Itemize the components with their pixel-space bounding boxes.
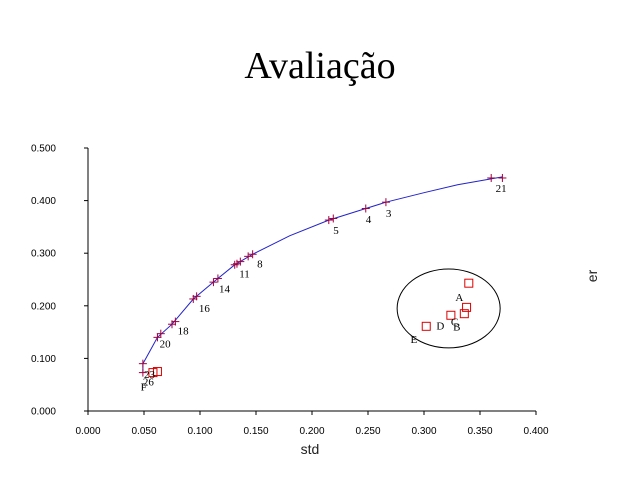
frontier-point	[361, 204, 370, 213]
point-label: 8	[257, 259, 263, 271]
point-label: B	[453, 321, 460, 333]
chart-title: Avaliação	[244, 45, 396, 87]
x-tick-label: 0.000	[75, 426, 100, 437]
portfolio-point	[464, 278, 474, 288]
point-label: 21	[496, 183, 507, 195]
frontier-point	[153, 333, 162, 342]
frontier-point	[498, 173, 507, 182]
portfolio-point	[446, 310, 456, 320]
y-tick-label: 0.000	[31, 407, 56, 418]
frontier-point	[138, 359, 147, 368]
point-label: 3	[386, 208, 392, 220]
portfolio-point	[459, 309, 469, 319]
axes: 0.000 0.100 0.200 0.300 0.400 0.500 0.000 0.050…	[31, 144, 549, 438]
y-tick-label: 0.200	[31, 301, 56, 312]
point-label: 4	[366, 214, 372, 226]
frontier-point	[232, 259, 241, 268]
point-label: 16	[199, 303, 211, 315]
point-label: 11	[239, 269, 250, 281]
point-label: 5	[333, 225, 339, 237]
point-label: F	[141, 381, 147, 393]
x-tick-label: 0.400	[523, 426, 548, 437]
x-tick-label: 0.200	[299, 426, 324, 437]
frontier-point	[171, 317, 180, 326]
frontier-point	[248, 250, 257, 259]
frontier-point	[487, 173, 496, 182]
portfolio-point	[462, 302, 472, 312]
point-label: 26	[143, 377, 155, 389]
x-axis-label: std	[301, 441, 320, 457]
x-tick-label: 0.300	[411, 426, 436, 437]
points-layer	[138, 173, 507, 378]
frontier-point	[213, 274, 222, 283]
y-tick-label: 0.500	[31, 144, 56, 155]
y-tick-label: 0.400	[31, 196, 56, 207]
frontier-point	[381, 198, 390, 207]
point-label: 14	[219, 283, 231, 295]
frontier-point	[236, 257, 245, 266]
frontier-curve-layer	[142, 176, 503, 373]
portfolio-point	[421, 321, 431, 331]
frontier-point	[156, 329, 165, 338]
x-tick-label: 0.150	[243, 426, 268, 437]
point-label: E	[411, 334, 418, 346]
y-axis-label: er	[584, 269, 600, 282]
frontier-point	[192, 292, 201, 301]
frontier-point	[138, 368, 147, 377]
frontier-point	[324, 216, 333, 225]
y-tick-label: 0.100	[31, 354, 56, 365]
x-tick-label: 0.050	[131, 426, 156, 437]
point-label: A	[455, 292, 463, 304]
point-label: D	[436, 320, 444, 332]
portfolio-circle	[396, 268, 501, 349]
y-tick-label: 0.300	[31, 249, 56, 260]
point-label: 20	[160, 339, 172, 351]
frontier-point	[244, 252, 253, 261]
point-label: C	[451, 317, 458, 329]
x-tick-label: 0.350	[467, 426, 492, 437]
frontier-point	[329, 214, 338, 223]
portfolio-point	[152, 367, 162, 377]
point-label: 23	[144, 369, 156, 381]
ellipse-layer	[396, 268, 501, 349]
x-tick-label: 0.100	[187, 426, 212, 437]
point-label: 18	[178, 326, 190, 338]
frontier-line	[142, 176, 503, 373]
x-tick-label: 0.250	[355, 426, 380, 437]
frontier-point	[209, 278, 218, 287]
